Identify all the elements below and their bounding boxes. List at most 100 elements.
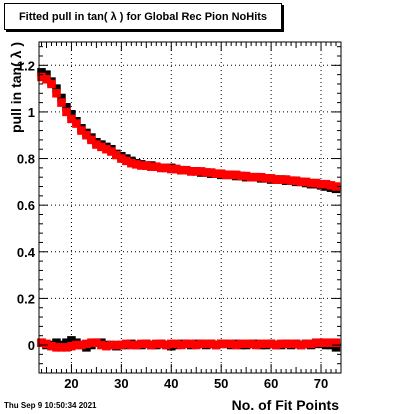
data-point (107, 147, 116, 156)
data-point (137, 161, 146, 170)
data-point (67, 341, 76, 351)
data-point (311, 338, 321, 347)
data-point (226, 339, 236, 349)
data-point (331, 182, 341, 191)
data-point (311, 178, 321, 188)
data-point (296, 177, 306, 187)
data-point (42, 75, 51, 84)
data-point (142, 339, 151, 349)
data-point (321, 179, 331, 189)
data-point (37, 338, 46, 347)
data-point (77, 340, 86, 350)
data-point (271, 175, 281, 184)
data-point (231, 170, 241, 180)
data-point (301, 177, 311, 187)
data-point (87, 338, 96, 347)
data-point (92, 140, 101, 149)
data-point (62, 103, 71, 112)
data-point (62, 343, 71, 352)
data-point (182, 339, 191, 349)
data-point (201, 168, 211, 177)
data-point (177, 340, 186, 350)
data-point (162, 340, 171, 350)
data-point (157, 163, 166, 173)
data-point (331, 343, 341, 352)
data-point (226, 170, 236, 180)
data-point (211, 169, 221, 178)
data-point (47, 341, 56, 351)
x-tick-label: 30 (114, 376, 128, 391)
data-point (301, 339, 311, 349)
data-point (296, 340, 306, 350)
data-point (246, 172, 256, 182)
data-point (52, 84, 61, 93)
data-point (182, 165, 191, 175)
data-point (316, 179, 326, 189)
data-point (112, 150, 121, 160)
data-point (47, 79, 56, 89)
data-point (132, 340, 141, 350)
data-point (167, 164, 176, 174)
data-point (67, 110, 76, 119)
data-point (286, 339, 296, 349)
data-point (306, 178, 316, 188)
data-point (167, 339, 176, 349)
title-box: Fitted pull in tan( λ ) for Global Rec P… (4, 3, 282, 30)
data-point (216, 339, 226, 349)
data-point (216, 169, 226, 178)
data-point (172, 339, 181, 349)
data-point (52, 338, 61, 347)
data-point (241, 339, 251, 349)
data-point (72, 119, 81, 128)
data-point (162, 163, 171, 173)
data-point (256, 172, 266, 182)
data-point (281, 175, 291, 184)
data-point (102, 341, 111, 351)
data-point (57, 93, 66, 103)
data-point (246, 339, 256, 349)
data-point (112, 340, 121, 350)
data-point (72, 340, 81, 350)
y-tick-label: 0.2 (17, 291, 35, 306)
grid-lines (39, 42, 341, 373)
data-point (97, 142, 106, 152)
data-point (321, 338, 331, 347)
data-point (132, 160, 141, 169)
data-point (77, 126, 86, 135)
data-point (251, 340, 261, 350)
data-point (147, 340, 156, 350)
data-point (196, 167, 206, 176)
data-point (291, 176, 301, 185)
data-point (271, 340, 281, 350)
data-point (152, 162, 161, 171)
data-point (276, 175, 286, 184)
data-point (186, 339, 196, 349)
data-point (291, 339, 301, 349)
data-point (82, 339, 91, 349)
data-point (266, 339, 276, 349)
data-point (117, 340, 126, 350)
data-point (191, 340, 201, 350)
data-point (206, 168, 216, 177)
x-tick-label: 70 (314, 376, 328, 391)
data-point (142, 161, 151, 170)
data-point (97, 340, 106, 350)
data-point (92, 338, 101, 347)
data-point (201, 339, 211, 349)
data-point (52, 89, 61, 98)
data-point (157, 339, 166, 349)
data-point (186, 167, 196, 176)
data-point (82, 130, 91, 140)
data-point (57, 98, 66, 107)
data-point (62, 338, 71, 347)
data-point (241, 171, 251, 181)
data-point (172, 164, 181, 174)
y-tick-label: 0.4 (17, 245, 36, 260)
data-point (137, 339, 146, 349)
x-tick-label: 50 (214, 376, 228, 391)
data-point (316, 338, 326, 347)
data-point (196, 339, 206, 349)
data-point (266, 174, 276, 183)
data-point (122, 339, 131, 349)
